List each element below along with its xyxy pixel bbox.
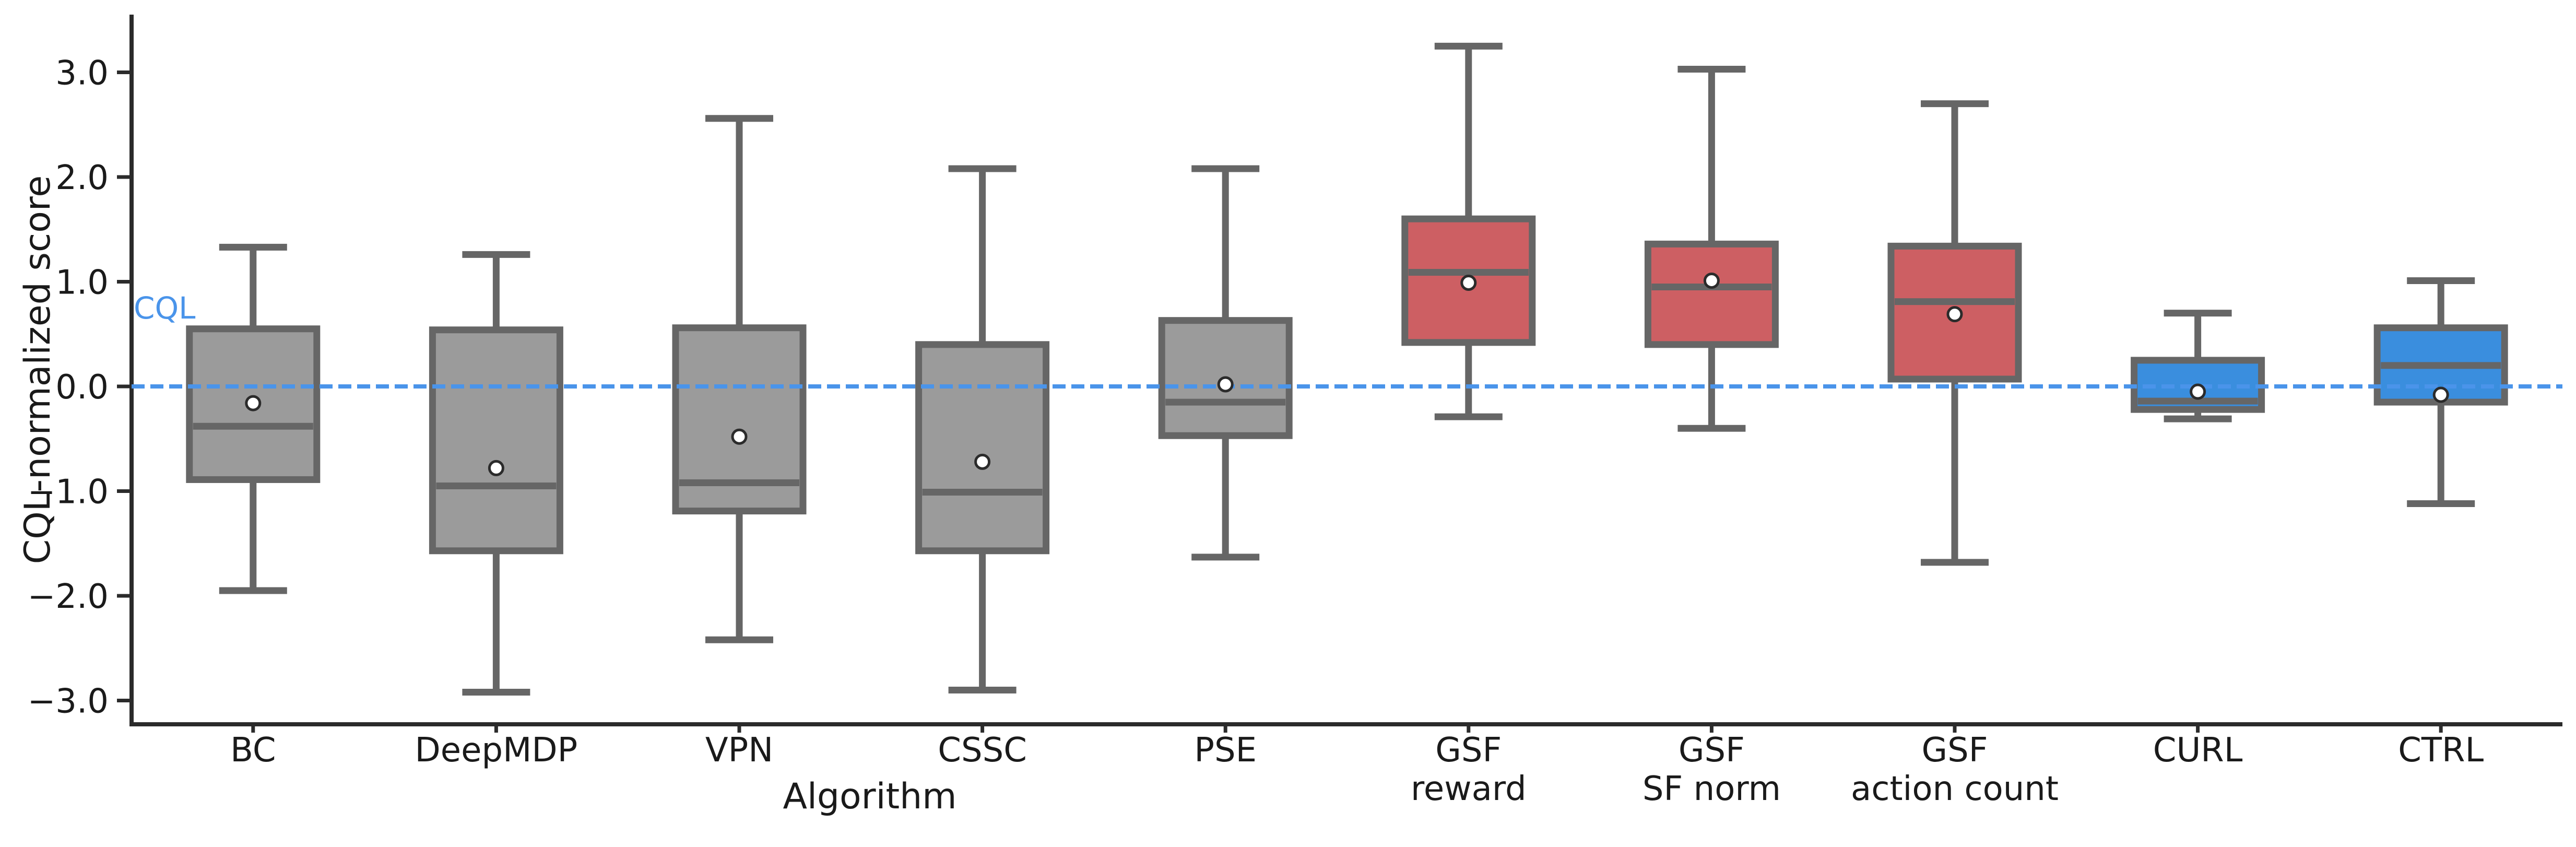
y-tick-label: −2.0 (28, 578, 109, 616)
y-tick-label: 3.0 (55, 54, 109, 93)
mean-marker (1460, 275, 1477, 291)
y-tick-label: 2.0 (55, 159, 109, 197)
x-tick-label: reward (1411, 770, 1527, 808)
x-tick-label: GSF (1435, 731, 1502, 770)
axes-spines (129, 15, 2562, 726)
x-tick-label: action count (1851, 770, 2059, 808)
cql-annotation: CQL (134, 290, 195, 326)
x-tick-label: SF norm (1643, 770, 1781, 808)
mean-marker (488, 460, 504, 476)
x-tick-label: CURL (2153, 731, 2243, 770)
x-tick-label: BC (230, 731, 276, 770)
box-deepmdp (429, 326, 563, 555)
x-tick-label: GSF (1921, 731, 1988, 770)
mean-marker (1946, 306, 1963, 323)
box-gsf-sf-norm (1644, 240, 1779, 348)
x-tick-label: GSF (1679, 731, 1745, 770)
x-tick-label: CSSC (938, 731, 1027, 770)
x-tick-label: VPN (705, 731, 773, 770)
x-tick-label: PSE (1194, 731, 1257, 770)
y-axis-label: CQL-normalized score (17, 175, 58, 564)
mean-marker (731, 428, 748, 445)
y-tick-label: 0.0 (55, 368, 109, 407)
mean-marker (1217, 376, 1234, 393)
mean-marker (974, 453, 991, 470)
x-tick-label: CTRL (2398, 731, 2484, 770)
mean-marker (2190, 383, 2206, 400)
y-tick-label: −1.0 (28, 473, 109, 512)
x-tick-label: DeepMDP (415, 731, 578, 770)
x-axis-label: Algorithm (783, 776, 956, 817)
mean-marker (245, 395, 262, 411)
y-tick-label: −3.0 (28, 683, 109, 721)
box-gsf-action-count (1887, 242, 2022, 383)
mean-marker (1703, 272, 1720, 289)
box-cssc (915, 341, 1050, 555)
y-tick-label: 1.0 (55, 264, 109, 302)
mean-marker (2432, 386, 2449, 403)
